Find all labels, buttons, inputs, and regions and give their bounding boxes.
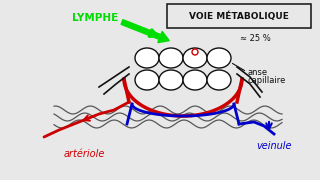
Ellipse shape: [183, 48, 207, 68]
Ellipse shape: [207, 48, 231, 68]
FancyArrow shape: [121, 20, 169, 43]
Text: capillaire: capillaire: [248, 75, 286, 84]
Ellipse shape: [159, 70, 183, 90]
Text: VOIE MÉTABOLIQUE: VOIE MÉTABOLIQUE: [189, 11, 289, 21]
Ellipse shape: [135, 70, 159, 90]
Text: veinule: veinule: [256, 141, 292, 151]
Ellipse shape: [159, 48, 183, 68]
Ellipse shape: [183, 70, 207, 90]
Text: artériole: artériole: [63, 149, 105, 159]
FancyBboxPatch shape: [167, 4, 311, 28]
Ellipse shape: [207, 70, 231, 90]
Ellipse shape: [135, 48, 159, 68]
Text: anse: anse: [248, 68, 268, 76]
Text: LYMPHE: LYMPHE: [72, 13, 118, 23]
Text: ≈ 25 %: ≈ 25 %: [240, 33, 270, 42]
